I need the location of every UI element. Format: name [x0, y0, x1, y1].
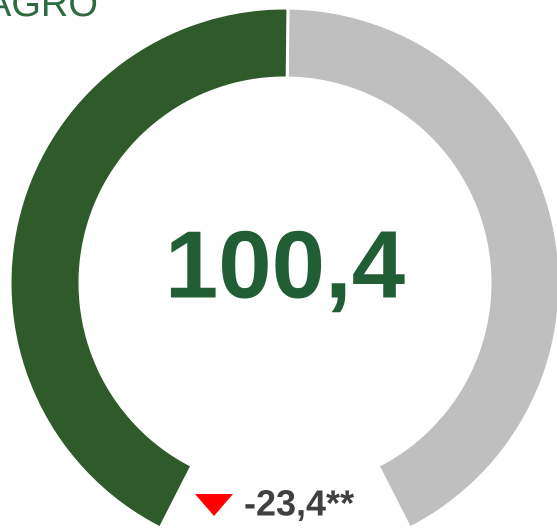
gauge-value: 100,4: [165, 211, 405, 318]
gauge-track: [285, 6, 557, 530]
change-arrow: [195, 494, 233, 516]
gauge-value-arc: [8, 6, 290, 530]
chart-title: AGRO: [0, 0, 98, 25]
change-label: -23,4**: [244, 483, 354, 524]
